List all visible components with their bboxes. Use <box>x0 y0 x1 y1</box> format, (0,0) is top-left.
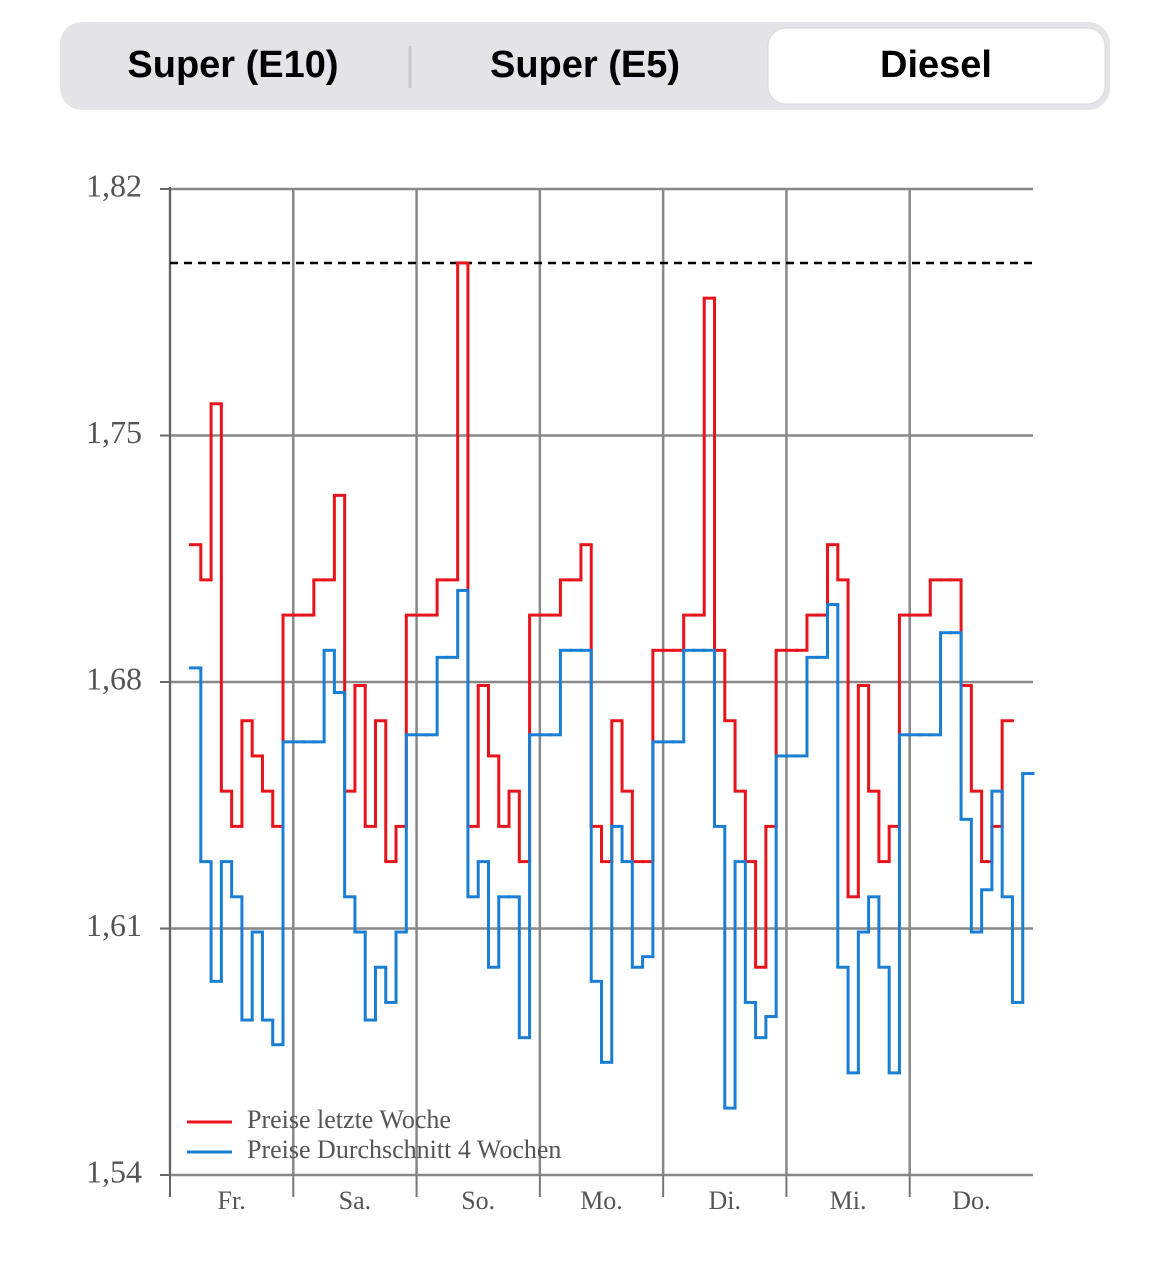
y-tick-label: 1,61 <box>86 907 142 943</box>
x-tick-label: Mo. <box>580 1186 623 1215</box>
y-tick-label: 1,75 <box>86 414 142 450</box>
selected-tab <box>767 27 1106 105</box>
x-tick-label: Sa. <box>339 1186 372 1215</box>
legend-label: Preise letzte Woche <box>247 1105 451 1134</box>
y-tick-label: 1,68 <box>86 660 142 696</box>
tab[interactable]: Super (E10) <box>127 44 338 86</box>
x-tick-label: Do. <box>952 1186 990 1215</box>
x-tick-label: Di. <box>709 1186 742 1215</box>
legend-label: Preise Durchschnitt 4 Wochen <box>247 1135 561 1164</box>
tab[interactable]: Super (E5) <box>490 44 680 86</box>
y-tick-label: 1,82 <box>86 167 142 203</box>
y-tick-label: 1,54 <box>86 1153 142 1189</box>
tab[interactable]: Diesel <box>880 44 992 86</box>
chart: 1,54 1,61 1,68 1,75 1,82 Fr. Sa. So. Mo. Di. Mi. Do… <box>86 167 1035 1215</box>
x-tick-label: Fr. <box>218 1186 246 1215</box>
x-tick-label: So. <box>461 1186 495 1215</box>
x-tick-label: Mi. <box>830 1186 867 1215</box>
